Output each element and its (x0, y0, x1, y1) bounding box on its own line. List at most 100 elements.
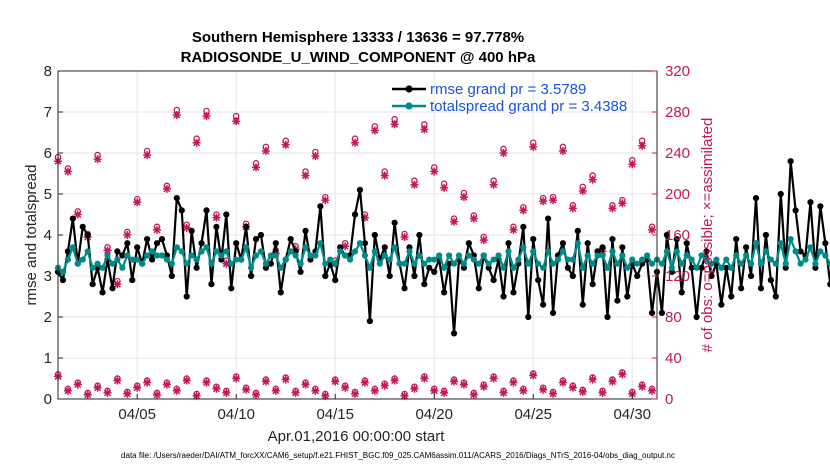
obs-assimilated-marker (479, 236, 488, 245)
obs-assimilated-marker (648, 386, 657, 395)
spread-point (614, 260, 621, 267)
rmse-point (614, 297, 621, 304)
obs-assimilated-marker (261, 146, 270, 155)
y-tick-label: 6 (44, 145, 52, 162)
spread-point (208, 260, 215, 267)
obs-assimilated-marker (291, 388, 300, 397)
y-right-tick-label: 200 (665, 186, 690, 203)
obs-assimilated-marker (618, 370, 627, 379)
axis-ticks (58, 70, 657, 400)
spread-point (802, 256, 809, 263)
spread-point (584, 252, 591, 259)
rmse-point (535, 277, 542, 284)
obs-assimilated-marker (390, 120, 399, 129)
obs-assimilated-marker (489, 374, 498, 383)
obs-assimilated-marker (400, 233, 409, 242)
spread-point (272, 252, 279, 259)
obs-assimilated-marker (123, 389, 132, 398)
spread-point (129, 256, 136, 263)
spread-point (510, 264, 517, 271)
obs-assimilated-marker (172, 386, 181, 395)
spread-point (822, 252, 829, 259)
rmse-point (584, 240, 591, 247)
rmse-point (84, 231, 91, 239)
obs-assimilated-marker (588, 175, 597, 184)
spread-point (554, 256, 562, 263)
rmse-point (109, 285, 116, 292)
obs-assimilated-marker (192, 138, 201, 147)
spread-point (193, 256, 200, 263)
spread-point (84, 248, 91, 255)
spread-point (351, 248, 359, 255)
spread-point (673, 248, 680, 255)
spread-point (460, 260, 468, 267)
rmse-point (540, 301, 547, 308)
chart-title-line2: RADIOSONDE_U_WIND_COMPONENT @ 400 hPa (181, 49, 536, 66)
obs-assimilated-marker (162, 380, 171, 389)
rmse-point (683, 240, 690, 247)
spread-point (525, 260, 532, 267)
obs-assimilated-marker (519, 386, 528, 395)
obs-assimilated-marker (529, 371, 538, 380)
rmse-point (134, 244, 141, 251)
obs-assimilated-marker (459, 380, 468, 389)
y-tick-label: 5 (44, 186, 52, 203)
rmse-point (158, 236, 166, 243)
rmse-point (356, 186, 364, 193)
obs-assimilated-marker (598, 388, 607, 397)
spread-point (148, 248, 156, 255)
spread-point (480, 252, 487, 259)
x-axis-label: Apr.01,2016 00:00:00 start (268, 428, 446, 445)
y-tick-label: 0 (44, 391, 52, 408)
rmse-point (530, 236, 537, 243)
x-tick-label: 04/25 (514, 406, 552, 423)
obs-assimilated-marker (281, 140, 290, 149)
rmse-point (99, 289, 106, 296)
rmse-point (777, 190, 784, 198)
rmse-point (787, 158, 794, 165)
y-right-tick-label: 40 (665, 350, 682, 367)
spread-point (777, 240, 784, 247)
right-y-tick-labels: 0 40 80 120 160 200 240 280 320 (665, 63, 690, 408)
rmse-point (733, 236, 740, 243)
spread-point (346, 256, 354, 263)
obs-assimilated-marker (539, 385, 548, 394)
obs-assimilated-marker (222, 388, 231, 397)
spread-point (69, 244, 76, 251)
obs-assimilated-marker (63, 386, 72, 395)
obs-assimilated-marker (568, 383, 577, 392)
spread-point (579, 264, 586, 271)
spread-point (678, 260, 685, 267)
rmse-point (129, 277, 136, 284)
obs-assimilated-marker (153, 390, 162, 399)
rmse-point (663, 231, 671, 239)
spread-point (495, 252, 502, 259)
obs-assimilated-marker (93, 383, 102, 392)
spread-point (569, 256, 576, 263)
y-tick-label: 3 (44, 268, 52, 285)
obs-assimilated-marker (410, 180, 419, 189)
rmse-point (822, 240, 829, 247)
spread-point (322, 260, 329, 267)
spread-point (262, 260, 270, 267)
rmse-point (475, 285, 482, 292)
spread-point (213, 248, 220, 255)
rmse-point (351, 211, 359, 218)
rmse-point (119, 252, 126, 259)
obs-assimilated-marker (103, 388, 112, 397)
obs-assimilated-marker (648, 225, 657, 234)
obs-assimilated-marker (410, 384, 419, 393)
spread-point (218, 252, 225, 259)
spread-point (609, 248, 616, 255)
spread-point (406, 248, 413, 255)
y-right-tick-label: 120 (665, 268, 690, 285)
obs-assimilated-marker (469, 390, 478, 399)
spread-point (792, 248, 799, 255)
rmse-point (287, 236, 294, 243)
obs-assimilated-marker (73, 210, 82, 219)
spread-point (183, 260, 190, 267)
obs-assimilated-marker (568, 204, 577, 213)
spread-point (317, 240, 324, 247)
obs-assimilated-marker (351, 389, 360, 398)
spread-point (173, 244, 180, 251)
